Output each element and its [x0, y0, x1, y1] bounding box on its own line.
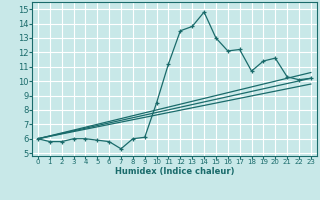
X-axis label: Humidex (Indice chaleur): Humidex (Indice chaleur)	[115, 167, 234, 176]
